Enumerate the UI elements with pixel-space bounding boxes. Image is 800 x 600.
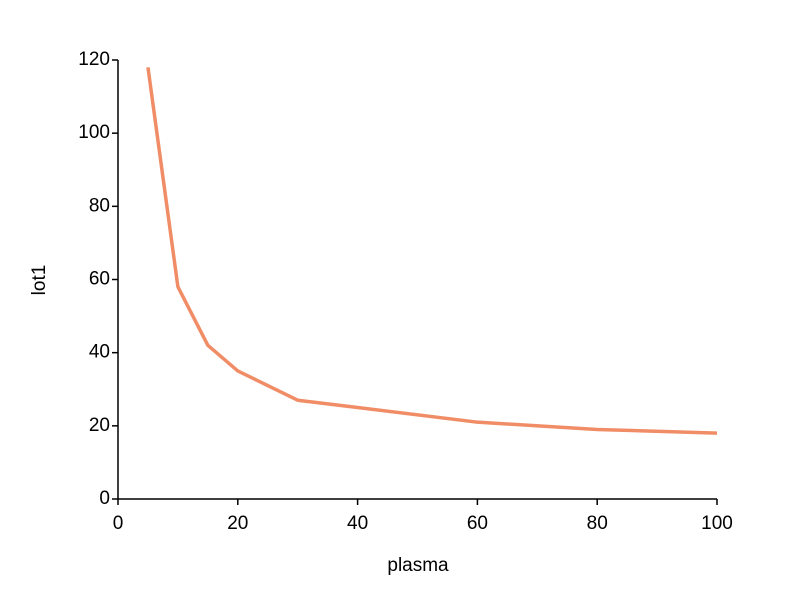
y-axis-label: lot1: [29, 265, 50, 296]
x-tick-label: 40: [347, 513, 368, 534]
x-tick-label: 0: [113, 513, 124, 534]
x-axis-label: plasma: [387, 555, 449, 576]
y-tick-label: 20: [89, 415, 110, 436]
x-tick-label: 60: [467, 513, 488, 534]
x-tick-label: 20: [227, 513, 248, 534]
data-line: [146, 67, 718, 435]
x-tick-label: 100: [701, 513, 733, 534]
y-tick-label: 0: [99, 488, 110, 509]
y-tick-label: 40: [89, 342, 110, 363]
y-tick-label: 100: [78, 122, 110, 143]
x-tick-label: 80: [587, 513, 608, 534]
y-tick-label: 60: [89, 269, 110, 290]
y-tick-label: 120: [78, 49, 110, 70]
y-tick-label: 80: [89, 195, 110, 216]
